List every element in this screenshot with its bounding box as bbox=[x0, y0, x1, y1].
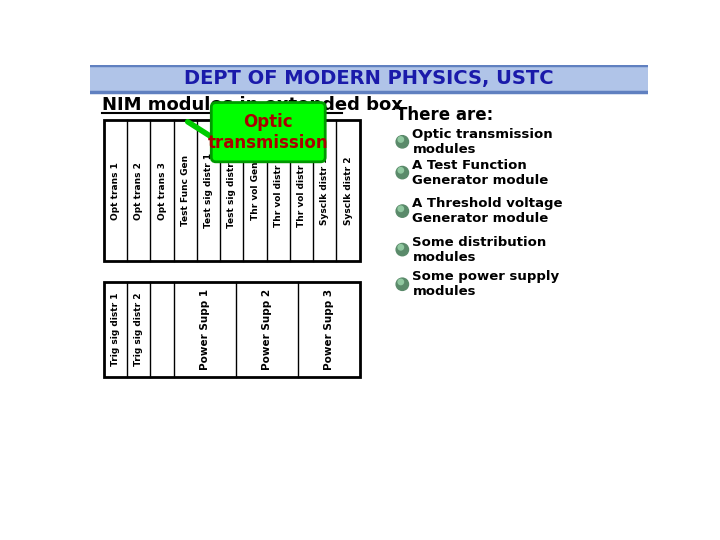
Circle shape bbox=[398, 279, 403, 285]
Text: Optic
transmission: Optic transmission bbox=[208, 113, 328, 152]
Text: Trig sig distr 2: Trig sig distr 2 bbox=[135, 293, 143, 366]
Circle shape bbox=[396, 244, 408, 256]
Circle shape bbox=[396, 166, 408, 179]
Text: A Test Function
Generator module: A Test Function Generator module bbox=[413, 159, 549, 187]
Text: A Threshold voltage
Generator module: A Threshold voltage Generator module bbox=[413, 197, 563, 225]
Circle shape bbox=[396, 205, 408, 217]
Text: Opt trans 2: Opt trans 2 bbox=[135, 162, 143, 220]
Text: NIM modules in extended box: NIM modules in extended box bbox=[102, 96, 402, 114]
Circle shape bbox=[396, 136, 408, 148]
Text: Some power supply
modules: Some power supply modules bbox=[413, 270, 559, 298]
Text: Opt trans 1: Opt trans 1 bbox=[111, 162, 120, 220]
Text: Test sig distr 1: Test sig distr 1 bbox=[204, 153, 213, 228]
Text: Test Func Gen: Test Func Gen bbox=[181, 155, 190, 226]
Circle shape bbox=[398, 206, 403, 212]
Text: DEPT OF MODERN PHYSICS, USTC: DEPT OF MODERN PHYSICS, USTC bbox=[184, 69, 554, 88]
Text: Sysclk distr 1: Sysclk distr 1 bbox=[320, 157, 329, 225]
Text: Power Supp 1: Power Supp 1 bbox=[199, 289, 210, 370]
Circle shape bbox=[398, 245, 403, 250]
Text: Power Supp 3: Power Supp 3 bbox=[324, 289, 333, 370]
Text: Opt trans 3: Opt trans 3 bbox=[158, 162, 166, 220]
Text: Power Supp 2: Power Supp 2 bbox=[261, 289, 271, 370]
Text: There are:: There are: bbox=[396, 106, 493, 124]
Text: Test sig distr 2: Test sig distr 2 bbox=[228, 153, 236, 228]
Text: Optic transmission
modules: Optic transmission modules bbox=[413, 128, 553, 156]
Text: Some distribution
modules: Some distribution modules bbox=[413, 235, 546, 264]
Text: Thr vol distr 2: Thr vol distr 2 bbox=[297, 155, 306, 227]
Text: Trig sig distr 1: Trig sig distr 1 bbox=[111, 293, 120, 366]
Circle shape bbox=[396, 278, 408, 291]
Text: Thr vol Gen: Thr vol Gen bbox=[251, 161, 260, 220]
Bar bbox=[104, 282, 360, 377]
Bar bbox=[90, 65, 648, 92]
Bar bbox=[104, 120, 360, 261]
Circle shape bbox=[398, 137, 403, 142]
Text: Sysclk distr 2: Sysclk distr 2 bbox=[343, 157, 353, 225]
Circle shape bbox=[398, 167, 403, 173]
Text: Thr vol distr 1: Thr vol distr 1 bbox=[274, 155, 283, 227]
FancyBboxPatch shape bbox=[211, 103, 325, 162]
